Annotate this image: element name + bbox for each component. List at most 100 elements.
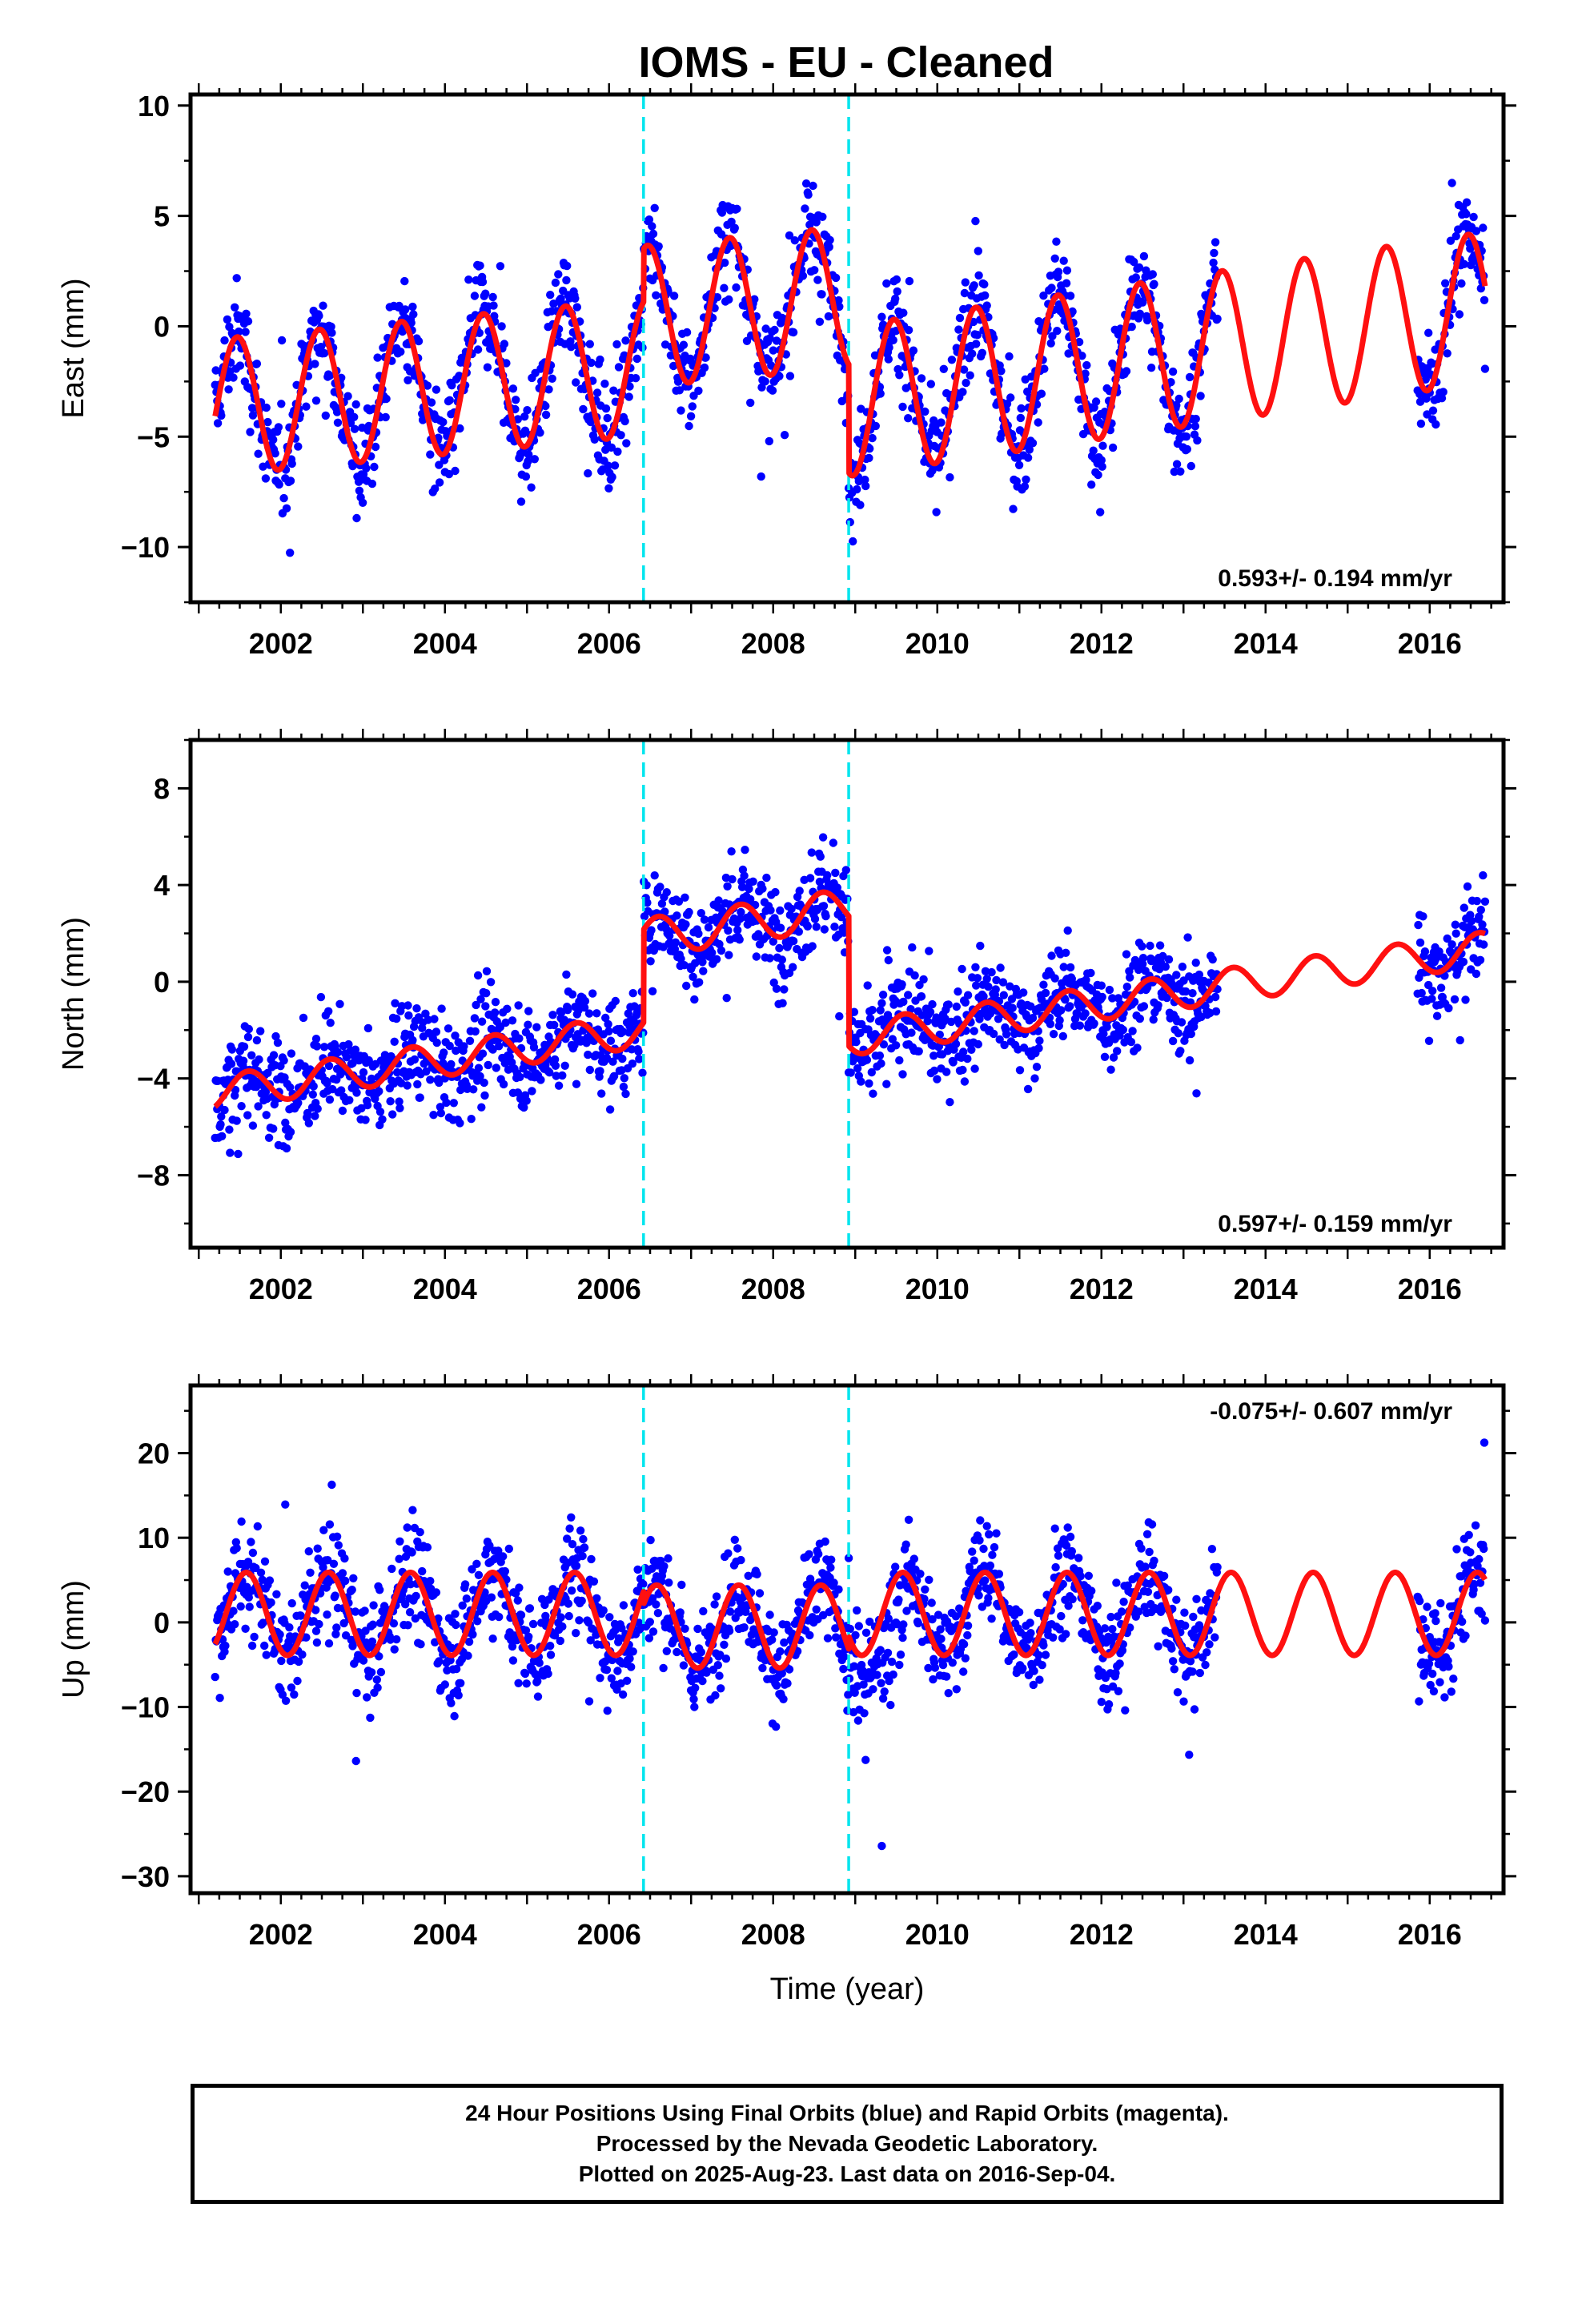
- data-point: [1041, 1651, 1050, 1659]
- data-point: [1112, 1578, 1121, 1587]
- data-point: [619, 1601, 628, 1610]
- data-point: [329, 1559, 339, 1569]
- data-point: [300, 1581, 309, 1590]
- data-point: [901, 1540, 910, 1549]
- data-point: [755, 1589, 765, 1598]
- data-point: [1164, 955, 1174, 964]
- data-point: [565, 1524, 574, 1533]
- data-point: [1461, 995, 1470, 1004]
- data-point: [673, 377, 683, 386]
- data-point: [470, 1014, 480, 1023]
- data-point: [562, 970, 571, 979]
- data-point: [1148, 270, 1158, 279]
- data-point: [1131, 273, 1141, 282]
- data-point: [990, 1542, 999, 1552]
- data-point: [982, 301, 991, 310]
- data-point: [996, 963, 1005, 972]
- data-point: [1145, 1547, 1154, 1557]
- data-point: [243, 317, 253, 326]
- data-point: [761, 377, 769, 386]
- data-point: [274, 423, 283, 432]
- data-point: [1081, 1009, 1090, 1018]
- data-point: [515, 1034, 524, 1043]
- data-point: [1416, 419, 1426, 428]
- data-point: [733, 1544, 742, 1553]
- data-point: [390, 1645, 399, 1654]
- data-point: [861, 475, 869, 485]
- data-point: [477, 1103, 486, 1112]
- data-point: [985, 1530, 994, 1539]
- data-point: [679, 1661, 689, 1670]
- data-point: [1002, 1030, 1011, 1039]
- data-point: [1126, 973, 1134, 982]
- data-point: [556, 1613, 565, 1622]
- data-point: [400, 276, 409, 286]
- east-ytick-label: 5: [154, 200, 170, 233]
- data-point: [1039, 292, 1048, 300]
- data-point: [604, 461, 612, 470]
- data-point: [835, 302, 844, 312]
- data-point: [387, 1564, 396, 1574]
- data-point: [968, 1547, 977, 1556]
- data-point: [564, 1599, 573, 1608]
- up-xtick-label: 2006: [577, 1918, 641, 1951]
- data-point: [584, 468, 592, 478]
- data-point: [897, 980, 906, 989]
- data-point: [1424, 1036, 1434, 1046]
- data-point: [323, 1610, 331, 1619]
- data-point: [556, 1636, 564, 1646]
- data-point: [944, 1689, 953, 1698]
- data-point: [1122, 950, 1131, 959]
- data-point: [369, 1601, 378, 1610]
- data-point: [1179, 1697, 1188, 1706]
- data-point: [341, 1576, 350, 1586]
- north-xtick-label: 2016: [1398, 1273, 1462, 1305]
- data-point: [1479, 870, 1488, 880]
- data-point: [1057, 1006, 1066, 1015]
- data-point: [516, 497, 526, 506]
- north-rate-label: 0.597+/- 0.159 mm/yr: [1218, 1211, 1452, 1237]
- data-point: [474, 1570, 484, 1580]
- data-point: [522, 1096, 531, 1105]
- data-point: [765, 334, 774, 343]
- data-point: [1476, 906, 1486, 915]
- data-point: [408, 1548, 416, 1557]
- data-point: [363, 1023, 373, 1033]
- data-point: [241, 1624, 250, 1634]
- data-point: [865, 453, 873, 463]
- data-point: [820, 925, 829, 934]
- data-point: [1480, 1616, 1490, 1625]
- up-xtick-label: 2004: [413, 1918, 477, 1951]
- data-point: [974, 271, 983, 280]
- data-point: [1106, 1065, 1115, 1074]
- data-point: [1034, 418, 1042, 427]
- data-point: [248, 411, 258, 420]
- data-point: [1108, 1625, 1117, 1634]
- data-point: [652, 1600, 661, 1609]
- data-point: [823, 1634, 833, 1642]
- data-point: [1469, 212, 1478, 222]
- data-point: [1161, 963, 1170, 971]
- data-point: [798, 271, 808, 280]
- data-point: [861, 1755, 870, 1764]
- data-point: [414, 336, 424, 346]
- data-point: [725, 1626, 734, 1635]
- data-point: [955, 313, 965, 323]
- data-point: [854, 1622, 864, 1630]
- data-point: [880, 1687, 889, 1696]
- data-point: [1436, 983, 1446, 992]
- data-point: [316, 343, 326, 352]
- data-point: [1192, 1089, 1201, 1098]
- data-point: [439, 417, 448, 427]
- data-point: [286, 1128, 295, 1136]
- data-point: [590, 435, 599, 444]
- panel-north: 2002 2004 2006 2008 2010 2012 2014 2016−8−4048N…: [57, 729, 1516, 1305]
- data-point: [401, 305, 410, 314]
- data-point: [1030, 1667, 1038, 1675]
- data-point: [524, 456, 532, 466]
- data-point: [229, 373, 238, 382]
- data-point: [388, 1110, 397, 1119]
- data-point: [1168, 1036, 1178, 1046]
- data-point: [1025, 445, 1034, 454]
- data-point: [398, 327, 407, 336]
